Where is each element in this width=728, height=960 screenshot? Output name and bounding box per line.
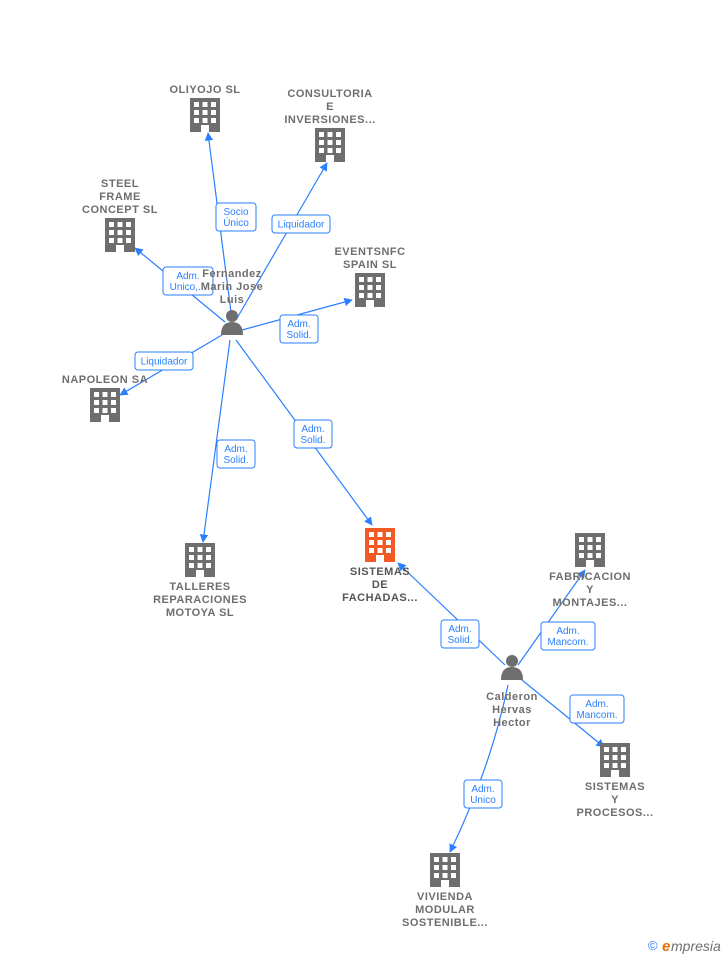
- node-label: REPARACIONES: [153, 594, 247, 606]
- node-consult[interactable]: CONSULTORIAEINVERSIONES...: [284, 88, 375, 162]
- edge-label-calderon-sisproc: Adm.Mancom.: [570, 695, 624, 723]
- node-label: TALLERES: [169, 581, 230, 593]
- edge-label-calderon-sistemas: Adm.Solid.: [441, 620, 479, 648]
- node-label: MODULAR: [415, 904, 475, 916]
- node-oliyojo[interactable]: OLIYOJO SL: [169, 84, 240, 132]
- building-icon: [355, 273, 385, 307]
- node-label: SISTEMAS: [350, 566, 410, 578]
- brand-first-letter: e: [662, 938, 670, 955]
- node-label: VIVIENDA: [417, 891, 473, 903]
- node-label: INVERSIONES...: [284, 114, 375, 126]
- node-label: SISTEMAS: [585, 781, 645, 793]
- node-talleres[interactable]: TALLERESREPARACIONESMOTOYA SL: [153, 543, 247, 619]
- edge-label-text: Adm.: [585, 699, 608, 710]
- node-label: SPAIN SL: [343, 259, 397, 271]
- edge-calderon-fabric: [518, 570, 585, 665]
- edge-label-text: Mancom.: [547, 637, 588, 648]
- brand-rest: mpresia: [671, 938, 721, 954]
- edge-label-fernandez-consult: Liquidador: [272, 215, 330, 233]
- node-steel[interactable]: STEELFRAMECONCEPT SL: [82, 178, 158, 252]
- edge-label-text: Solid.: [447, 635, 472, 646]
- building-icon: [190, 98, 220, 132]
- node-label: DE: [372, 579, 388, 591]
- node-fabric[interactable]: FABRICACIONYMONTAJES...: [549, 533, 631, 609]
- edge-label-text: Unico: [470, 795, 496, 806]
- node-label: Hervas: [492, 704, 532, 716]
- copyright-symbol: ©: [648, 938, 658, 953]
- node-vivienda[interactable]: VIVIENDAMODULARSOSTENIBLE...: [402, 853, 488, 929]
- node-sistemas[interactable]: SISTEMASDEFACHADAS...: [342, 528, 418, 604]
- edge-label-fernandez-napoleon: Liquidador: [135, 352, 193, 370]
- edge-label-text: Adm.: [224, 444, 247, 455]
- node-label: CONCEPT SL: [82, 204, 158, 216]
- edge-label-fernandez-oliyojo: SocioÚnico: [216, 203, 256, 231]
- building-highlight-icon: [365, 528, 395, 562]
- edge-label-text: Socio: [223, 207, 248, 218]
- building-icon: [600, 743, 630, 777]
- edge-label-text: Adm.: [287, 319, 310, 330]
- node-label: E: [326, 101, 334, 113]
- edge-label-text: Adm.: [176, 271, 199, 282]
- building-icon: [575, 533, 605, 567]
- edge-label-text: Adm.: [471, 784, 494, 795]
- edge-label-fernandez-talleres: Adm.Solid.: [217, 440, 255, 468]
- node-label: FRAME: [99, 191, 141, 203]
- edges-layer: [120, 133, 604, 852]
- building-icon: [430, 853, 460, 887]
- edge-label-text: Solid.: [286, 330, 311, 341]
- node-label: MONTAJES...: [553, 597, 628, 609]
- node-label: Y: [586, 584, 594, 596]
- node-sisproc[interactable]: SISTEMASYPROCESOS...: [576, 743, 653, 819]
- node-label: Calderon: [486, 691, 538, 703]
- node-label: NAPOLEON SA: [62, 374, 148, 386]
- node-label: CONSULTORIA: [287, 88, 372, 100]
- building-icon: [185, 543, 215, 577]
- edge-label-text: Adm.: [556, 626, 579, 637]
- edge-label-calderon-vivienda: Adm.Unico: [464, 780, 502, 808]
- node-calderon[interactable]: CalderonHervasHector: [486, 655, 538, 729]
- network-diagram: SocioÚnicoLiquidadorAdm.Unico,...Adm.Sol…: [0, 0, 728, 960]
- person-icon: [501, 655, 523, 680]
- edge-label-text: Solid.: [300, 435, 325, 446]
- node-label: Hector: [493, 717, 531, 729]
- node-label: Luis: [220, 294, 245, 306]
- node-label: PROCESOS...: [576, 807, 653, 819]
- watermark: © e mpresia: [648, 938, 721, 955]
- building-icon: [90, 388, 120, 422]
- edge-label-text: Mancom.: [576, 710, 617, 721]
- node-label: MOTOYA SL: [166, 607, 234, 619]
- node-label: FACHADAS...: [342, 592, 418, 604]
- edge-label-text: Liquidador: [278, 220, 325, 231]
- node-label: STEEL: [101, 178, 139, 190]
- edge-label-text: Adm.: [301, 424, 324, 435]
- edge-calderon-sistemas: [398, 563, 505, 665]
- node-fernandez[interactable]: FernandezMarin JoseLuis: [201, 268, 263, 335]
- node-label: FABRICACION: [549, 571, 631, 583]
- node-eventsnfc[interactable]: EVENTSNFCSPAIN SL: [334, 246, 405, 307]
- node-label: EVENTSNFC: [334, 246, 405, 258]
- edge-label-text: Único: [223, 216, 249, 229]
- node-label: Y: [611, 794, 619, 806]
- node-label: SOSTENIBLE...: [402, 917, 488, 929]
- edge-label-fernandez-eventsnfc: Adm.Solid.: [280, 315, 318, 343]
- building-icon: [105, 218, 135, 252]
- node-label: Marin Jose: [201, 281, 263, 293]
- node-label: Fernandez: [202, 268, 262, 280]
- building-icon: [315, 128, 345, 162]
- edge-fernandez-consult: [236, 163, 327, 320]
- edge-label-fernandez-sistemas: Adm.Solid.: [294, 420, 332, 448]
- node-label: OLIYOJO SL: [169, 84, 240, 96]
- edge-label-text: Solid.: [223, 455, 248, 466]
- edge-label-text: Adm.: [448, 624, 471, 635]
- edge-label-text: Liquidador: [141, 357, 188, 368]
- edge-label-calderon-fabric: Adm.Mancom.: [541, 622, 595, 650]
- node-napoleon[interactable]: NAPOLEON SA: [62, 374, 148, 422]
